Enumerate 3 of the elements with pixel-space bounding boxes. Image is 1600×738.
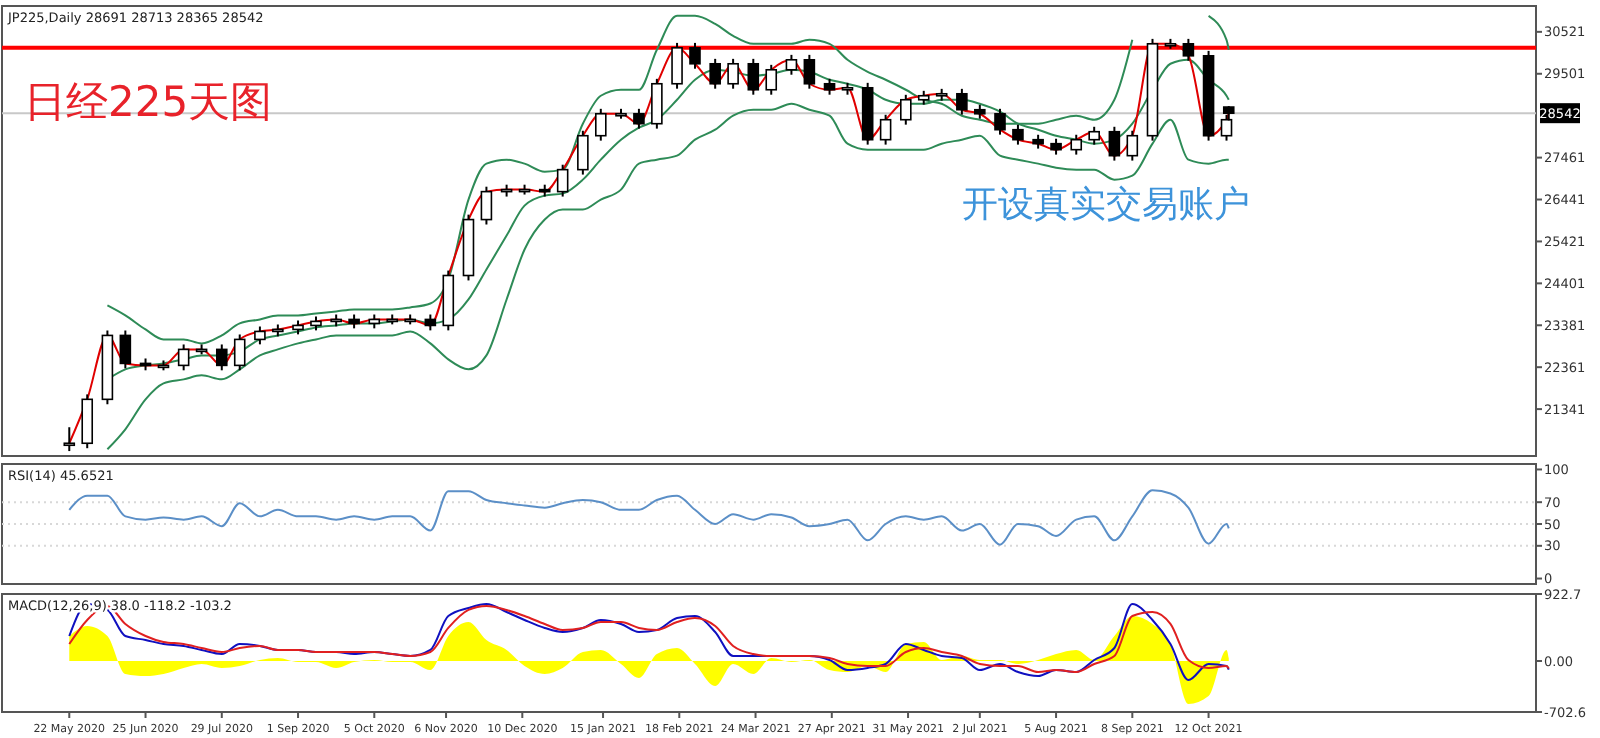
annotation: 日经225天图 (24, 78, 273, 126)
annotation: 开设真实交易账户 (962, 184, 1250, 226)
line-series (68, 489, 1230, 546)
